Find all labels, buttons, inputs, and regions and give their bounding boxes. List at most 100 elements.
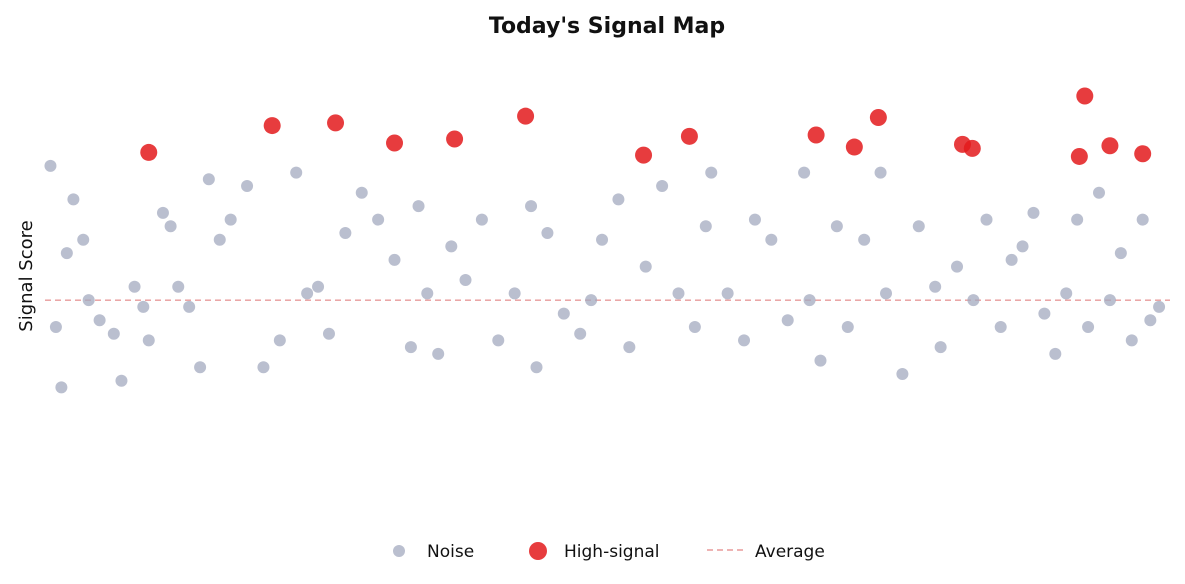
noise-point [699, 220, 712, 233]
noise-point [798, 166, 811, 179]
noise-point [194, 361, 207, 374]
high-signal-point [1134, 145, 1152, 163]
noise-point [55, 381, 68, 394]
noise-point [1071, 213, 1084, 226]
noise-point [574, 327, 587, 340]
noise-point [1060, 287, 1073, 300]
noise-point [432, 347, 445, 360]
noise-point [421, 287, 434, 300]
noise-point [273, 334, 286, 347]
noise-point [967, 294, 980, 307]
noise-point [128, 280, 141, 293]
noise-point [858, 233, 871, 246]
noise-point [1049, 347, 1062, 360]
noise-point [164, 220, 177, 233]
legend: Noise High-signal Average [393, 542, 825, 562]
noise-point [224, 213, 237, 226]
noise-point [49, 321, 62, 333]
noise-point [688, 321, 701, 333]
noise-point [1153, 300, 1166, 313]
noise-point [1125, 334, 1138, 347]
noise-point [721, 287, 734, 300]
noise-point [183, 300, 196, 313]
noise-point [339, 227, 352, 239]
noise-point [137, 300, 150, 313]
noise-point [213, 233, 226, 246]
noise-point [541, 227, 554, 239]
noise-point [404, 341, 417, 354]
noise-point [781, 314, 794, 327]
noise-point [530, 361, 543, 374]
plot-area [44, 87, 1170, 394]
noise-point [107, 327, 120, 340]
noise-point [994, 321, 1007, 333]
noise-point [874, 166, 887, 179]
high-signal-point [1076, 87, 1094, 105]
noise-point [912, 220, 925, 233]
high-signal-point [963, 139, 981, 157]
noise-point [1103, 294, 1116, 307]
noise-point [301, 287, 314, 300]
noise-point [142, 334, 155, 347]
noise-point [93, 314, 106, 327]
noise-point [929, 280, 942, 293]
noise-point [355, 186, 368, 199]
high-signal-point [807, 126, 825, 144]
legend-average-label: Average [755, 542, 825, 562]
noise-point [115, 374, 128, 387]
high-signal-point [635, 146, 653, 164]
noise-point [1136, 213, 1149, 226]
noise-point [372, 213, 385, 226]
noise-point [656, 180, 669, 192]
noise-point [77, 233, 90, 246]
noise-point [1027, 206, 1040, 219]
noise-point [585, 294, 598, 307]
noise-point [312, 280, 325, 293]
noise-point [951, 260, 964, 273]
noise-point [557, 307, 570, 320]
noise-point [492, 334, 505, 347]
high-signal-point [869, 109, 887, 127]
legend-high-signal-marker [529, 542, 547, 560]
noise-point [765, 233, 778, 246]
noise-point [388, 253, 401, 266]
noise-point [623, 341, 636, 354]
noise-point [156, 206, 169, 219]
noise-point [934, 341, 947, 354]
noise-point [814, 354, 827, 367]
noise-point [1038, 307, 1051, 320]
high-signal-point [845, 138, 863, 156]
noise-point [803, 294, 816, 307]
chart-title: Today's Signal Map [489, 14, 725, 39]
high-signal-point [680, 127, 698, 145]
legend-noise-marker [393, 545, 405, 557]
high-signal-point [263, 117, 281, 135]
noise-point [705, 166, 718, 179]
noise-point [172, 280, 185, 293]
noise-point [748, 213, 761, 226]
noise-point [1005, 253, 1018, 266]
noise-point [525, 200, 538, 213]
noise-point [445, 240, 458, 253]
noise-point [82, 294, 95, 307]
noise-point [257, 361, 270, 374]
high-signal-point [1101, 137, 1119, 155]
noise-point [508, 287, 521, 300]
high-signal-point [140, 143, 158, 161]
noise-point [1016, 240, 1029, 253]
high-signal-point [446, 130, 464, 148]
high-signal-point [327, 114, 345, 132]
noise-point [1144, 314, 1157, 327]
noise-point [1093, 186, 1106, 199]
high-signal-point [517, 107, 535, 125]
high-signal-point [386, 134, 404, 152]
noise-point [202, 173, 215, 186]
noise-point [459, 274, 472, 286]
noise-point [322, 327, 335, 340]
noise-point [980, 213, 993, 226]
noise-point [596, 233, 609, 246]
legend-high-signal-label: High-signal [564, 542, 660, 562]
noise-point [612, 193, 625, 206]
noise-point [639, 260, 652, 273]
